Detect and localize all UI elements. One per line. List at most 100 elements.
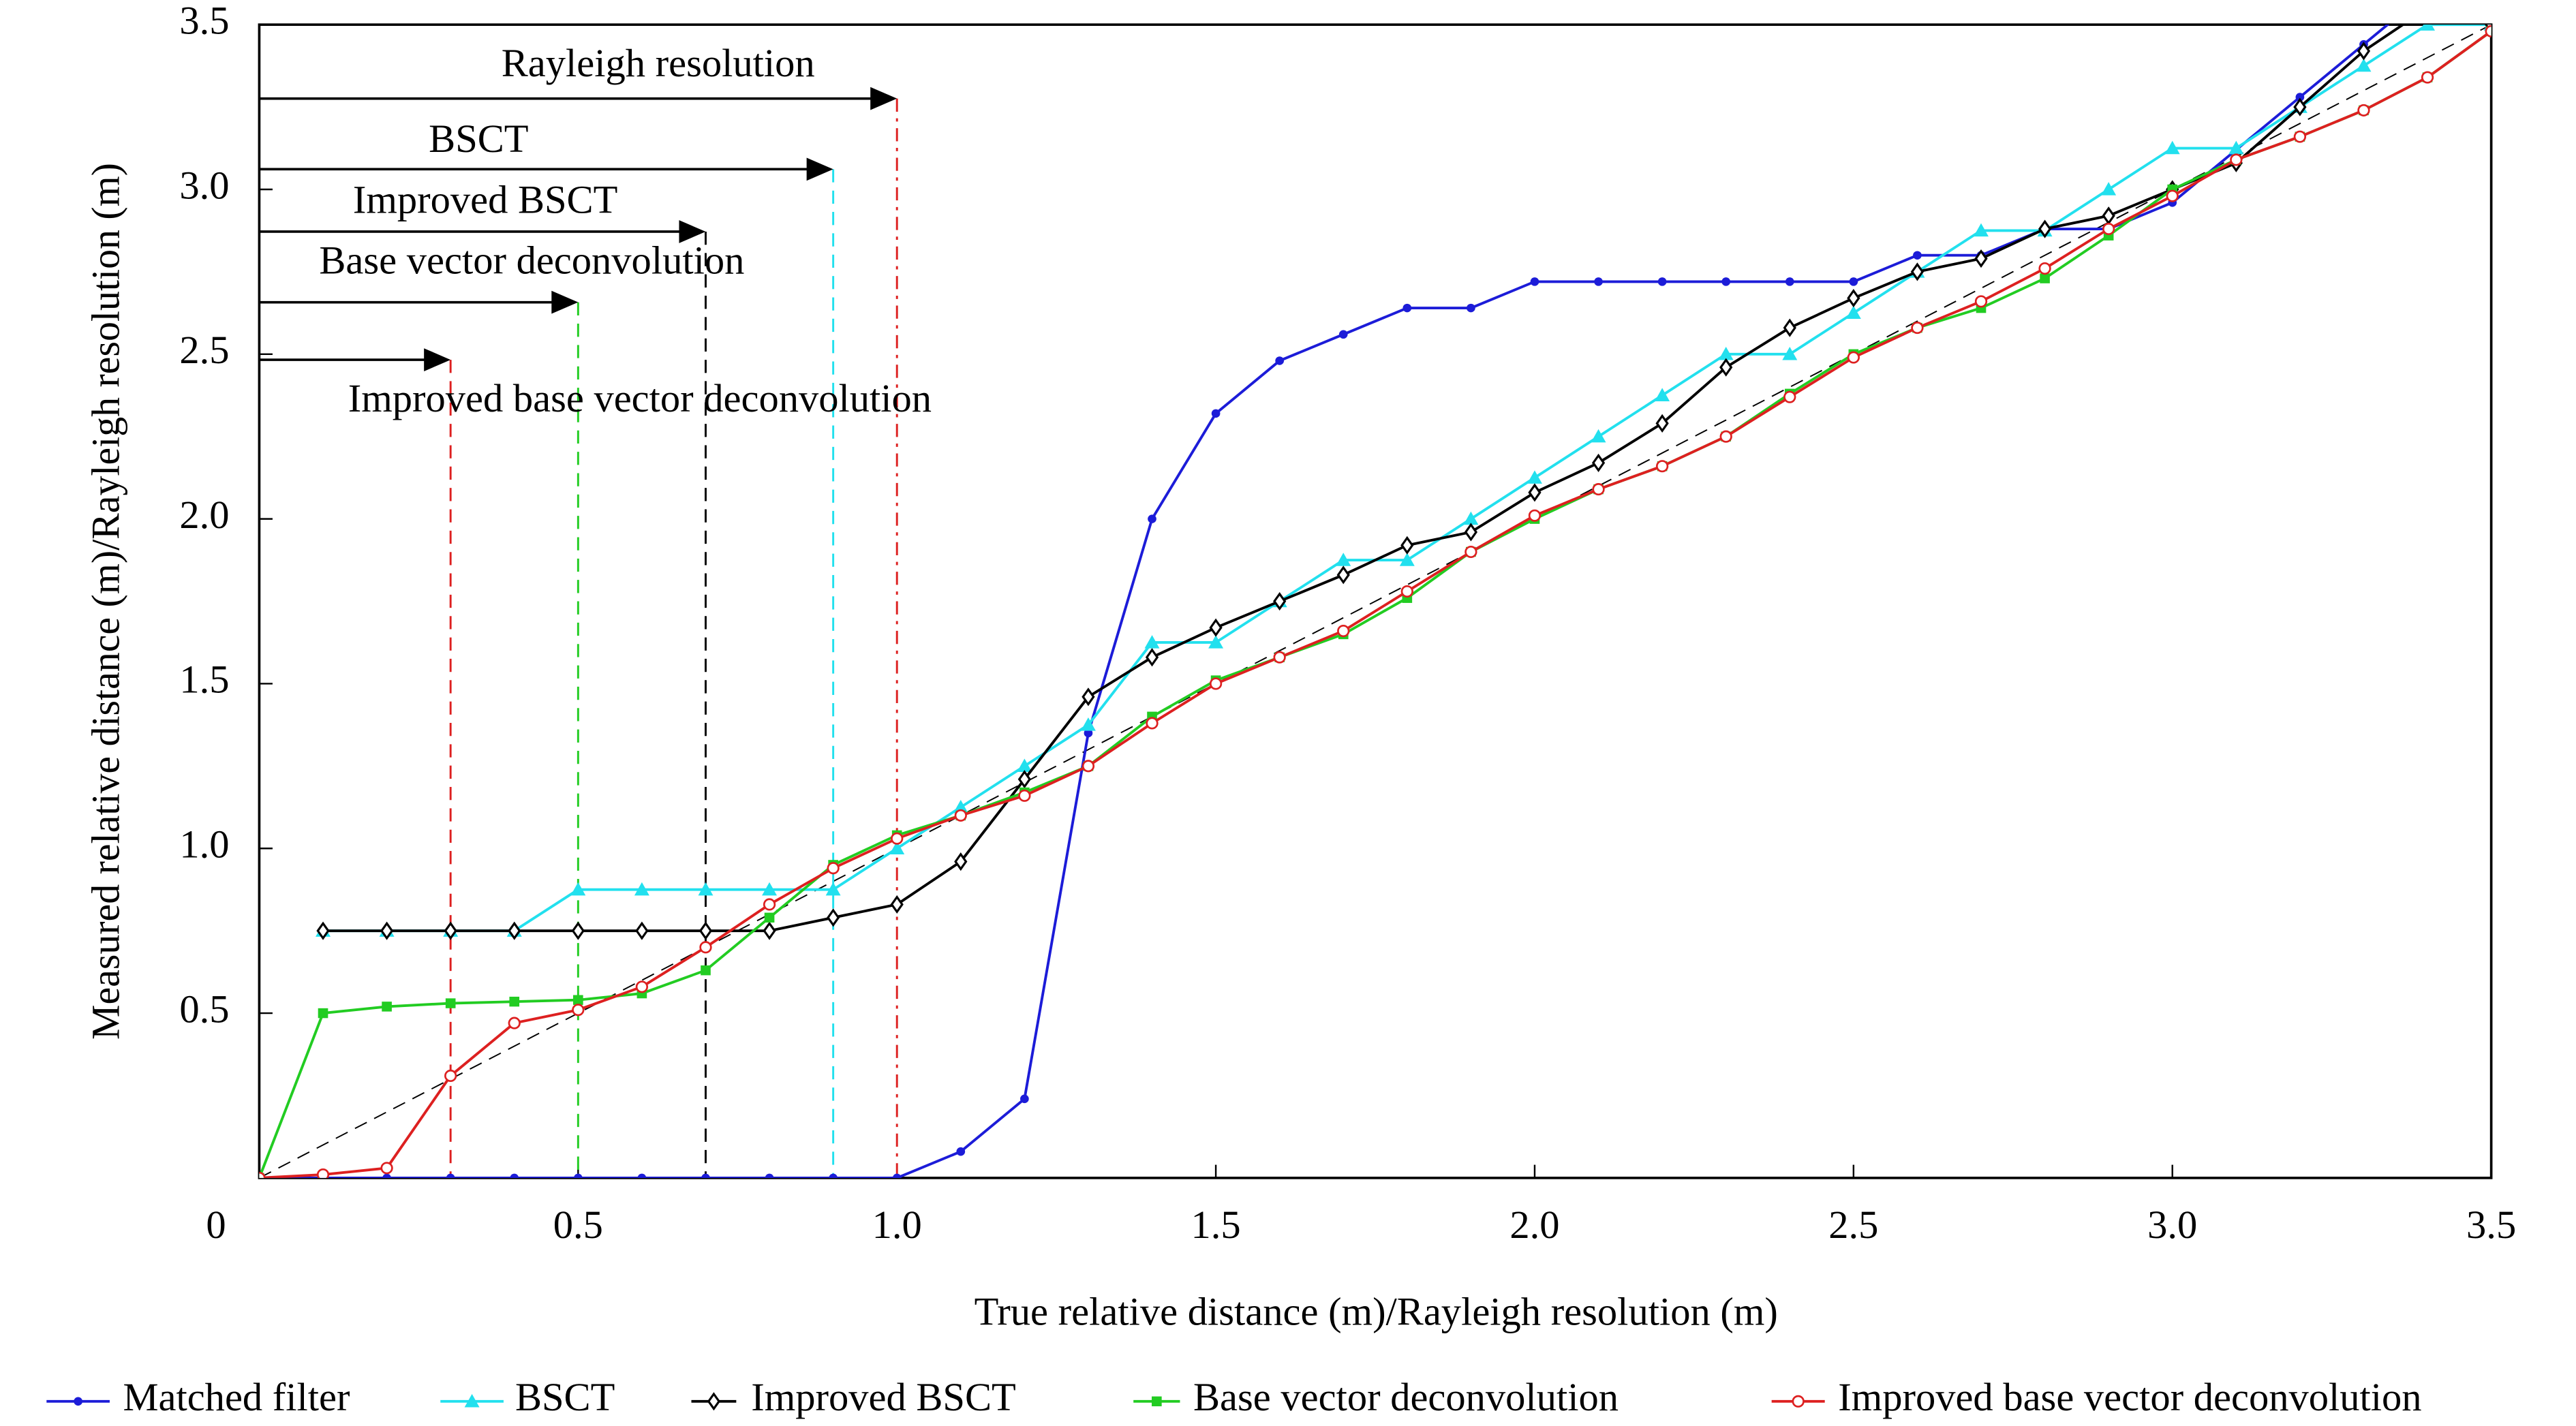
- marker: [316, 1168, 330, 1178]
- marker: [2293, 97, 2307, 117]
- marker: [1080, 717, 1096, 731]
- marker: [956, 1147, 966, 1156]
- marker: [1527, 470, 1542, 484]
- marker: [444, 921, 457, 940]
- marker: [1783, 390, 1796, 403]
- marker: [765, 1173, 774, 1178]
- marker: [1591, 429, 1606, 443]
- arrow-head: [870, 87, 898, 110]
- marker: [1018, 789, 1031, 802]
- marker: [1338, 330, 1348, 339]
- marker: [2485, 25, 2491, 37]
- marker: [1847, 289, 1860, 308]
- marker: [2230, 153, 2243, 166]
- x-tick-label: 1.0: [872, 1203, 922, 1247]
- marker: [444, 1069, 457, 1083]
- marker: [1020, 1094, 1029, 1104]
- reference-diagonal: [258, 24, 2492, 1179]
- marker: [892, 1173, 902, 1178]
- marker: [763, 898, 776, 911]
- annotation-text: Improved BSCT: [353, 178, 617, 222]
- marker: [635, 921, 649, 940]
- marker: [1657, 277, 1667, 286]
- x-tick-label: 3.5: [2466, 1203, 2516, 1247]
- annotation-text: Rayleigh resolution: [502, 41, 815, 85]
- marker: [1400, 585, 1413, 598]
- marker: [1594, 277, 1603, 286]
- marker: [1785, 277, 1794, 286]
- x-axis-label: True relative distance (m)/Rayleigh reso…: [975, 1290, 1778, 1334]
- marker: [890, 895, 904, 914]
- marker: [1017, 758, 1032, 773]
- marker: [1463, 511, 1479, 525]
- marker: [1528, 509, 1542, 522]
- marker: [1209, 618, 1223, 637]
- legend-label: Improved BSCT: [751, 1375, 1015, 1419]
- marker: [1017, 770, 1031, 789]
- arrow-head: [551, 290, 579, 314]
- marker: [763, 921, 776, 940]
- marker: [1655, 460, 1669, 473]
- marker: [764, 912, 775, 923]
- marker: [2102, 222, 2115, 236]
- marker: [1399, 553, 1415, 566]
- marker: [699, 921, 713, 940]
- marker: [1910, 262, 1925, 281]
- marker: [1336, 565, 1350, 585]
- marker: [573, 1173, 583, 1178]
- marker: [510, 1173, 519, 1178]
- marker: [572, 1004, 585, 1017]
- x-tick-label: 0.5: [553, 1203, 603, 1247]
- marker: [2295, 93, 2305, 102]
- marker: [446, 1173, 455, 1178]
- marker: [1146, 717, 1159, 730]
- legend-marker: [1152, 1396, 1162, 1407]
- marker: [1655, 388, 1670, 401]
- marker: [1084, 728, 1093, 738]
- marker: [634, 882, 649, 896]
- marker: [1655, 414, 1669, 433]
- marker: [1467, 303, 1475, 313]
- marker: [1148, 514, 1156, 523]
- marker: [1336, 553, 1351, 566]
- legend-label: Matched filter: [123, 1375, 350, 1419]
- marker: [635, 980, 649, 993]
- marker: [827, 908, 840, 927]
- marker: [1974, 223, 1989, 237]
- plot-frame: [258, 23, 2493, 1179]
- marker: [1592, 483, 1605, 496]
- marker: [259, 1171, 266, 1178]
- annotation-text: Base vector deconvolution: [319, 238, 744, 283]
- y-tick-label: 0.5: [179, 987, 229, 1032]
- y-tick-label: 2.5: [179, 328, 229, 372]
- marker: [1847, 351, 1860, 364]
- legend-marker: [74, 1397, 82, 1406]
- series-line: [259, 30, 2491, 1178]
- marker: [2357, 42, 2371, 61]
- arrow-head: [806, 157, 833, 181]
- marker: [1530, 277, 1539, 286]
- marker: [2101, 182, 2117, 196]
- marker: [954, 852, 968, 871]
- marker: [637, 1173, 647, 1178]
- marker: [1082, 687, 1095, 707]
- marker: [1273, 591, 1287, 611]
- marker: [382, 1173, 391, 1178]
- marker: [701, 965, 711, 976]
- marker: [382, 1002, 392, 1012]
- y-tick-label: 1.5: [179, 657, 229, 702]
- marker: [2038, 262, 2051, 275]
- marker: [954, 809, 967, 822]
- annotation-text: BSCT: [429, 117, 528, 161]
- marker: [316, 921, 330, 940]
- legend-label: Improved base vector deconvolution: [1838, 1375, 2421, 1419]
- x-tick-label: 2.5: [1828, 1203, 1878, 1247]
- legend-marker: [464, 1393, 480, 1408]
- marker: [2040, 273, 2050, 283]
- y-tick-label: 1.0: [179, 822, 229, 867]
- marker: [1209, 677, 1223, 690]
- marker: [1273, 651, 1286, 664]
- marker: [508, 1017, 521, 1029]
- marker: [891, 832, 904, 845]
